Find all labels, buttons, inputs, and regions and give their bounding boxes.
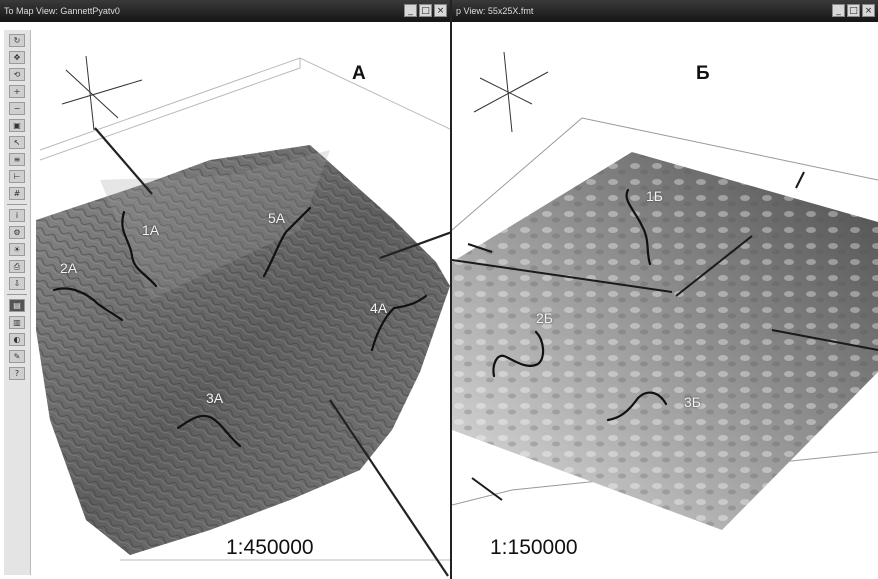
measure-icon[interactable]: ⊢ <box>9 170 25 183</box>
export-icon[interactable]: ⇩ <box>9 277 25 290</box>
axes-gizmo-b <box>473 51 549 133</box>
settings-icon[interactable]: ⚙ <box>9 226 25 239</box>
route-lines-b <box>492 188 668 422</box>
select-icon[interactable]: ↖ <box>9 136 25 149</box>
route-label: 3A <box>206 390 224 406</box>
terrain-scene-a[interactable] <box>0 0 452 579</box>
zoom-out-icon[interactable]: − <box>9 102 25 115</box>
map-view-window-b: p View: 55x25X.fmt _ □ × <box>452 0 878 579</box>
refresh-icon[interactable]: ↻ <box>9 34 25 47</box>
rotate-icon[interactable]: ⟲ <box>9 68 25 81</box>
window-a-titlebar[interactable]: To Map View: GannettPyatv0 _ □ × <box>0 0 450 22</box>
panel-letter-b: Б <box>696 63 710 84</box>
zoom-in-icon[interactable]: + <box>9 85 25 98</box>
maximize-button[interactable]: □ <box>419 4 432 17</box>
axes-gizmo-a <box>61 55 143 131</box>
route-label: 1A <box>142 222 160 238</box>
window-a-title: To Map View: GannettPyatv0 <box>4 6 120 16</box>
layer-icon[interactable]: ≡ <box>9 153 25 166</box>
route-label: 2A <box>60 260 78 276</box>
terrain-scene-b[interactable] <box>452 0 878 579</box>
bounding-box-a <box>39 57 450 561</box>
grid-icon[interactable]: # <box>9 187 25 200</box>
lighting-icon[interactable]: ☀ <box>9 243 25 256</box>
scale-label-a: 1:450000 <box>226 536 314 559</box>
route-label: 3Б <box>684 394 701 410</box>
help-icon[interactable]: ? <box>9 367 25 380</box>
route-label: 2Б <box>536 310 553 326</box>
fit-icon[interactable]: ▣ <box>9 119 25 132</box>
map-view-window-a: To Map View: GannettPyatv0 _ □ × <box>0 0 452 579</box>
color-icon[interactable]: ◐ <box>9 333 25 346</box>
info-icon[interactable]: i <box>9 209 25 222</box>
view-side-icon[interactable]: ▥ <box>9 316 25 329</box>
route-label: 4A <box>370 300 388 316</box>
maximize-button[interactable]: □ <box>847 4 860 17</box>
window-b-titlebar[interactable]: p View: 55x25X.fmt _ □ × <box>452 0 878 22</box>
close-button[interactable]: × <box>434 4 447 17</box>
route-label: 5A <box>268 210 286 226</box>
view-top-icon[interactable]: ▤ <box>9 299 25 312</box>
scale-label-b: 1:150000 <box>490 536 578 559</box>
route-lines-a <box>52 206 428 448</box>
minimize-button[interactable]: _ <box>832 4 845 17</box>
tool-palette: ↻ ✥ ⟲ + − ▣ ↖ ≡ ⊢ # i ⚙ ☀ ⎙ ⇩ ▤ ▥ ◐ ✎? <box>4 30 31 575</box>
print-icon[interactable]: ⎙ <box>9 260 25 273</box>
tools-icon[interactable]: ✎ <box>9 350 25 363</box>
pan-icon[interactable]: ✥ <box>9 51 25 64</box>
window-b-title: p View: 55x25X.fmt <box>456 6 534 16</box>
close-button[interactable]: × <box>862 4 875 17</box>
minimize-button[interactable]: _ <box>404 4 417 17</box>
route-label: 1Б <box>646 188 663 204</box>
panel-letter-a: A <box>352 63 366 84</box>
